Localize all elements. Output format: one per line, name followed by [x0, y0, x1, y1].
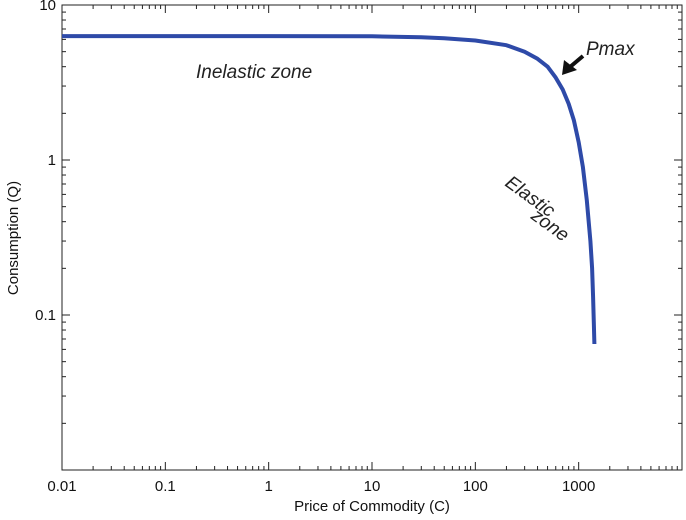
tick-labels: 0.01 0.1 1 10 100 1000 0.1 1 10 — [35, 0, 595, 495]
x-tick-label: 10 — [364, 478, 381, 495]
axis-ticks — [61, 5, 682, 471]
x-tick-label: 100 — [463, 478, 488, 495]
pmax-label: Pmax — [586, 39, 636, 60]
x-tick-label: 1000 — [562, 478, 595, 495]
y-axis-title: Consumption (Q) — [5, 181, 22, 295]
x-tick-label: 0.1 — [155, 478, 176, 495]
y-tick-label: 0.1 — [35, 307, 56, 324]
y-tick-label: 1 — [48, 152, 56, 169]
y-tick-label: 10 — [39, 0, 56, 14]
x-axis-title: Price of Commodity (C) — [294, 498, 450, 515]
pmax-arrow — [562, 54, 585, 75]
x-tick-label: 0.01 — [47, 478, 76, 495]
demand-curve-line — [62, 34, 597, 345]
inelastic-zone-label: Inelastic zone — [196, 62, 312, 83]
x-tick-label: 1 — [264, 478, 272, 495]
